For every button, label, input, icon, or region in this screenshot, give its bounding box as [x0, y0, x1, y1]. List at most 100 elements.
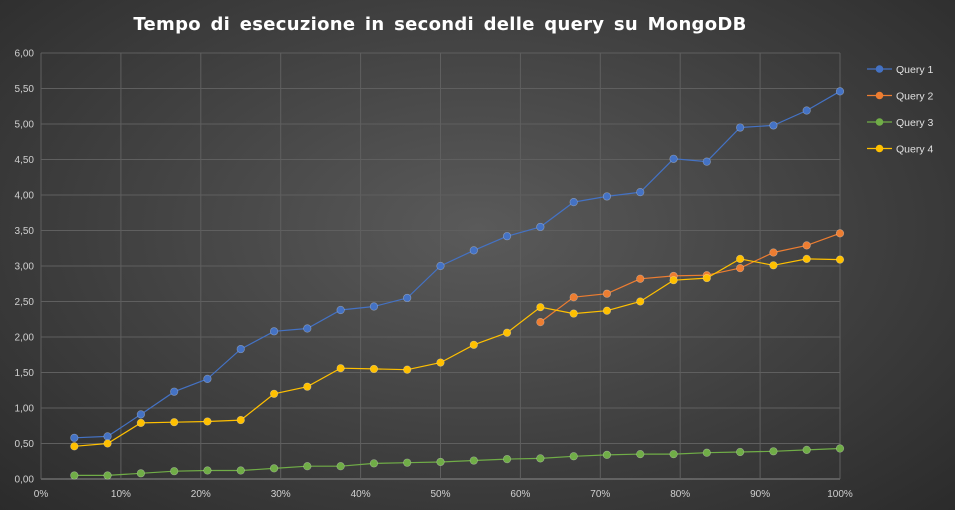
data-point-query-4 [136, 418, 145, 428]
data-point-query-2 [802, 241, 811, 250]
data-point-query-1 [336, 305, 345, 315]
x-tick-label: 80% [670, 489, 690, 500]
x-tick-label: 50% [430, 489, 450, 500]
data-point-query-1 [835, 87, 845, 96]
data-point-query-2 [569, 293, 578, 302]
series-line-query-2 [540, 232, 841, 323]
data-point-query-4 [569, 309, 578, 318]
data-point-query-3 [369, 459, 379, 468]
data-point-query-3 [436, 457, 445, 467]
y-tick-label: 2,50 [15, 297, 35, 308]
data-point-query-3 [469, 456, 478, 465]
data-point-query-3 [136, 469, 145, 478]
legend-marker [875, 144, 884, 153]
data-point-query-3 [170, 467, 179, 476]
data-point-query-4 [736, 254, 745, 263]
x-tick-label: 30% [271, 489, 291, 500]
data-point-query-3 [736, 447, 745, 457]
data-point-query-2 [835, 229, 845, 238]
y-tick-label: 4,50 [15, 155, 35, 166]
data-point-query-3 [669, 450, 678, 459]
data-point-query-4 [269, 389, 279, 398]
data-point-query-1 [702, 157, 711, 166]
legend-marker [875, 91, 884, 100]
series-line-query-1 [74, 90, 841, 439]
legend-entry-query-2: Query 2 [896, 90, 934, 102]
data-point-query-3 [70, 471, 79, 480]
x-tick-label: 10% [111, 489, 131, 500]
x-tick-label: 20% [191, 489, 211, 500]
y-tick-label: 0,00 [15, 475, 35, 486]
data-point-query-4 [636, 297, 645, 306]
data-point-query-3 [269, 464, 279, 473]
series-line-query-3 [74, 447, 841, 476]
data-point-query-4 [835, 255, 845, 264]
y-tick-label: 1,50 [15, 368, 35, 379]
x-tick-label: 60% [510, 489, 530, 500]
data-point-query-4 [602, 306, 612, 315]
data-point-query-1 [136, 410, 145, 419]
data-point-query-2 [736, 264, 745, 273]
data-point-query-4 [369, 364, 379, 374]
x-tick-label: 0% [34, 489, 49, 500]
data-point-query-1 [469, 246, 478, 255]
x-tick-label: 40% [351, 489, 371, 500]
data-point-query-4 [769, 261, 778, 270]
data-point-query-4 [669, 276, 678, 285]
data-point-query-4 [702, 273, 711, 283]
data-point-query-4 [103, 439, 112, 448]
series-line-query-4 [74, 258, 841, 447]
data-point-query-3 [103, 471, 112, 480]
data-point-query-1 [236, 344, 245, 354]
data-point-query-4 [70, 442, 79, 451]
y-tick-label: 0,50 [15, 439, 35, 450]
data-point-query-4 [436, 358, 445, 367]
data-point-query-3 [536, 454, 545, 463]
x-tick-label: 70% [590, 489, 610, 500]
data-point-query-1 [736, 123, 745, 132]
data-point-query-3 [602, 450, 612, 459]
x-tick-label: 100% [827, 489, 853, 500]
data-point-query-3 [702, 448, 711, 457]
data-point-query-3 [636, 450, 645, 459]
data-point-query-1 [103, 432, 112, 441]
data-point-query-1 [369, 302, 379, 311]
data-point-query-1 [669, 154, 678, 163]
legend-entry-query-3: Query 3 [896, 117, 934, 129]
data-point-query-1 [403, 293, 412, 303]
data-point-query-1 [536, 222, 545, 232]
y-tick-label: 3,00 [15, 262, 35, 273]
data-point-query-1 [303, 324, 312, 333]
data-point-query-4 [203, 417, 212, 426]
legend-marker [875, 65, 884, 73]
data-point-query-3 [403, 458, 412, 467]
legend-entry-query-4: Query 4 [896, 143, 934, 155]
data-point-query-3 [236, 466, 245, 475]
y-tick-label: 5,00 [15, 120, 35, 131]
data-point-query-2 [636, 274, 645, 283]
data-point-query-3 [769, 447, 778, 456]
data-point-query-3 [336, 462, 345, 471]
legend-marker [875, 118, 884, 126]
data-point-query-1 [769, 121, 778, 130]
data-point-query-4 [303, 382, 312, 391]
data-point-query-1 [636, 188, 645, 197]
x-tick-label: 90% [750, 489, 770, 500]
data-point-query-4 [502, 328, 512, 337]
data-point-query-1 [802, 106, 811, 115]
y-tick-label: 3,50 [15, 226, 35, 237]
data-point-query-1 [436, 261, 445, 271]
data-point-query-2 [536, 317, 545, 327]
data-point-query-1 [569, 198, 578, 207]
data-point-query-1 [602, 192, 612, 201]
legend-entry-query-1: Query 1 [896, 64, 934, 76]
data-point-query-4 [170, 418, 179, 427]
data-point-query-4 [236, 415, 245, 425]
data-point-query-3 [835, 444, 845, 453]
y-tick-label: 5,50 [15, 84, 35, 95]
data-point-query-3 [802, 445, 811, 454]
data-point-query-1 [170, 387, 179, 396]
data-point-query-2 [602, 289, 612, 298]
